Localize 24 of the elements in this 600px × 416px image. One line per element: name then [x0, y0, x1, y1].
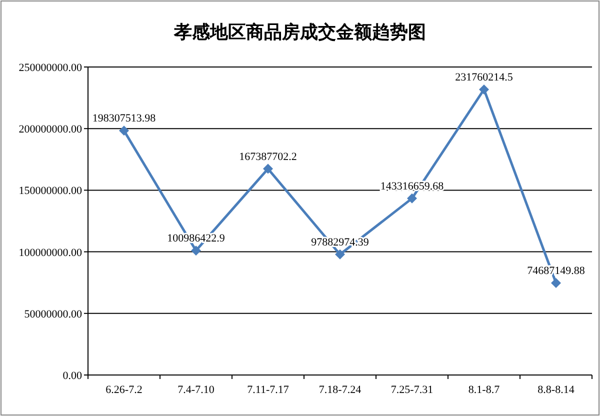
- x-tick-label: 7.4-7.10: [178, 384, 215, 396]
- y-tick-label: 50000000.00: [24, 308, 82, 320]
- x-tick-label: 7.25-7.31: [390, 384, 434, 396]
- x-tick-label: 8.8-8.14: [538, 384, 575, 396]
- data-label: 198307513.98: [92, 112, 156, 125]
- point: [551, 278, 561, 288]
- data-label: 167387702.2: [239, 150, 297, 163]
- chart-title: 孝感地区商品房成交金额趋势图: [173, 22, 426, 43]
- x-tick-label: 7.18-7.24: [318, 384, 362, 396]
- y-tick-label: 250000000.00: [18, 62, 82, 74]
- y-tick-label: 100000000.00: [18, 246, 82, 259]
- data-label: 231760214.5: [455, 71, 514, 84]
- y-tick-label: 200000000.00: [18, 124, 82, 136]
- point: [263, 164, 273, 174]
- point: [335, 249, 345, 260]
- x-tick-label: 7.11-7.17: [247, 384, 290, 396]
- x-tick-label: 6.26-7.2: [106, 384, 142, 396]
- point: [191, 246, 201, 256]
- x-tick-label: 8.1-8.7: [468, 384, 500, 396]
- point: [479, 84, 489, 94]
- point: [407, 193, 417, 204]
- point: [119, 126, 129, 136]
- y-tick-label: 0.00: [62, 370, 82, 382]
- y-tick-label: 150000000.00: [18, 185, 82, 198]
